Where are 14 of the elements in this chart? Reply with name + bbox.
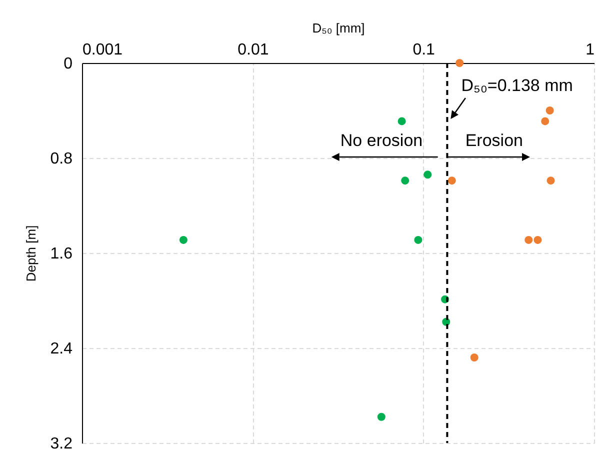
- annotation: No erosion: [340, 131, 423, 150]
- annotation: Erosion: [465, 131, 523, 150]
- y-axis-title: Depth [m]: [23, 225, 38, 282]
- y-tick-label: 0: [64, 56, 73, 72]
- y-tick-label: 1.6: [50, 246, 73, 262]
- y-tick-label: 3.2: [50, 436, 73, 450]
- x-axis-title: D₅₀ [mm]: [312, 20, 365, 36]
- x-tick-label: 0.01: [238, 42, 269, 58]
- ref-line-label: D₅₀=0.138 mm: [461, 76, 573, 95]
- y-tick-label: 0.8: [50, 150, 73, 168]
- x-tick-label: 0.1: [412, 42, 436, 58]
- y-tick-label: 2.4: [50, 340, 73, 358]
- x-tick-label: 0.001: [82, 42, 123, 58]
- x-tick-label: 1: [586, 42, 595, 58]
